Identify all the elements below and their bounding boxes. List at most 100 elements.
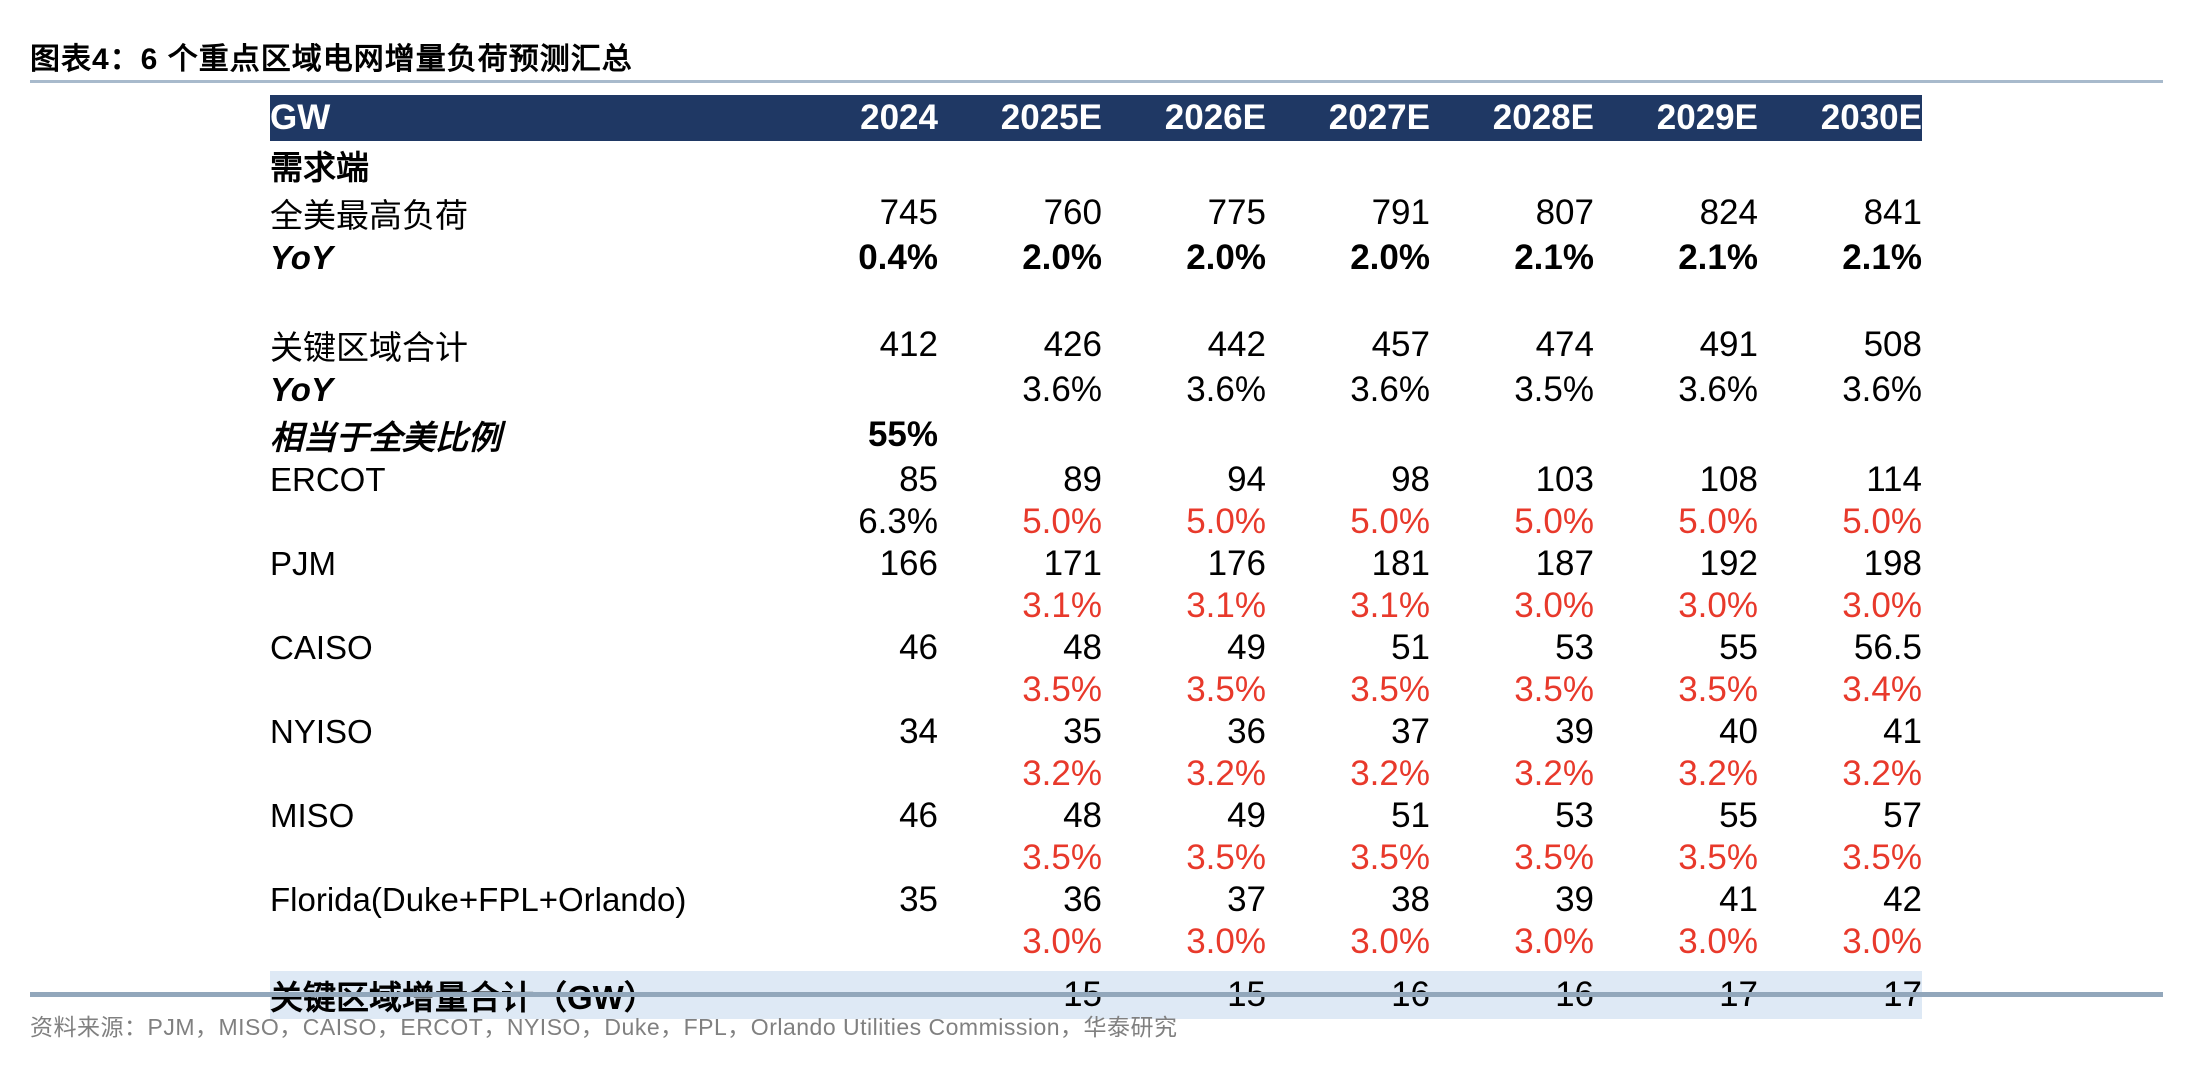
table-row: YoY 3.6% 3.6% 3.6% 3.5% 3.6% 3.6% <box>270 369 1922 411</box>
value-cell: 39 <box>1555 712 1594 751</box>
value-cell: 51 <box>1391 628 1430 667</box>
value-cell: 3.1% <box>1186 586 1266 625</box>
value-cell: 39 <box>1555 880 1594 919</box>
table-row: 3.5% 3.5% 3.5% 3.5% 3.5% 3.5% <box>270 837 1922 879</box>
value-cell <box>774 141 938 189</box>
column-header-2028e: 2028E <box>1430 95 1594 141</box>
value-cell: 35 <box>1063 712 1102 751</box>
value-cell: 474 <box>1535 325 1594 364</box>
value-cell: 2.1% <box>1842 238 1922 277</box>
spacer-row <box>270 279 1922 321</box>
row-label: ERCOT <box>270 461 386 498</box>
value-cell: 48 <box>1063 628 1102 667</box>
row-label <box>270 669 774 711</box>
value-cell: 2.0% <box>1022 238 1102 277</box>
value-cell: 3.2% <box>1514 754 1594 793</box>
row-label <box>270 585 774 627</box>
row-label: PJM <box>270 545 336 582</box>
value-cell: 114 <box>1866 460 1922 499</box>
table-row: 相当于全美比例 55% <box>270 411 1922 459</box>
value-cell: 166 <box>879 544 938 583</box>
empty-cell <box>270 963 1922 971</box>
table-body: 需求端 全美最高负荷 745 760 775 791 807 824 841 YoY 0.4% 2.0… <box>270 141 1922 1019</box>
value-cell: 42 <box>1883 880 1922 919</box>
value-cell <box>1430 411 1594 459</box>
value-cell: 3.2% <box>1842 754 1922 793</box>
value-cell: 35 <box>899 880 938 919</box>
value-cell: 807 <box>1535 193 1594 232</box>
source-note: 资料来源：PJM，MISO，CAISO，ERCOT，NYISO，Duke，FPL… <box>30 1014 1178 1040</box>
value-cell: 108 <box>1699 460 1758 499</box>
value-cell: 412 <box>879 325 938 364</box>
table-row: 3.2% 3.2% 3.2% 3.2% 3.2% 3.2% <box>270 753 1922 795</box>
table-row: 3.1% 3.1% 3.1% 3.0% 3.0% 3.0% <box>270 585 1922 627</box>
row-label <box>270 501 774 543</box>
value-cell <box>1594 141 1758 189</box>
value-cell: 55 <box>1719 796 1758 835</box>
value-cell: 3.6% <box>1842 370 1922 409</box>
value-cell <box>774 921 938 963</box>
row-label <box>270 921 774 963</box>
value-cell: 3.5% <box>1514 670 1594 709</box>
value-cell: 3.5% <box>1022 838 1102 877</box>
table-row: 需求端 <box>270 141 1922 189</box>
table-row: 3.5% 3.5% 3.5% 3.5% 3.5% 3.4% <box>270 669 1922 711</box>
value-cell: 3.6% <box>1350 370 1430 409</box>
value-cell <box>1758 411 1922 459</box>
value-cell: 46 <box>899 628 938 667</box>
value-cell: 3.1% <box>1350 586 1430 625</box>
value-cell: 5.0% <box>1022 502 1102 541</box>
value-cell: 37 <box>1227 880 1266 919</box>
row-label: 需求端 <box>270 149 369 186</box>
value-cell: 181 <box>1371 544 1430 583</box>
value-cell: 34 <box>899 712 938 751</box>
value-cell: 192 <box>1699 544 1758 583</box>
value-cell: 48 <box>1063 796 1102 835</box>
row-label: YoY <box>270 371 333 408</box>
value-cell: 51 <box>1391 796 1430 835</box>
forecast-table: GW 2024 2025E 2026E 2027E 2028E 2029E 20… <box>270 95 1922 1019</box>
value-cell: 3.0% <box>1514 922 1594 961</box>
row-label: Florida(Duke+FPL+Orlando) <box>270 881 687 918</box>
value-cell: 3.6% <box>1678 370 1758 409</box>
row-label <box>270 753 774 795</box>
value-cell: 98 <box>1391 460 1430 499</box>
value-cell: 491 <box>1699 325 1758 364</box>
unit-header: GW <box>270 95 774 141</box>
value-cell <box>1266 141 1430 189</box>
value-cell: 3.1% <box>1022 586 1102 625</box>
value-cell: 3.5% <box>1842 838 1922 877</box>
value-cell: 187 <box>1535 544 1594 583</box>
table-row: 关键区域合计 412 426 442 457 474 491 508 <box>270 321 1922 369</box>
value-cell: 55 <box>1719 628 1758 667</box>
value-cell: 53 <box>1555 796 1594 835</box>
value-cell: 3.5% <box>1678 838 1758 877</box>
bottom-rule-line <box>30 992 2163 997</box>
value-cell: 5.0% <box>1678 502 1758 541</box>
column-header-2024: 2024 <box>774 95 938 141</box>
row-label: NYISO <box>270 713 373 750</box>
column-header-2029e: 2029E <box>1594 95 1758 141</box>
empty-cell <box>270 279 1922 321</box>
value-cell: 841 <box>1863 193 1922 232</box>
value-cell: 49 <box>1227 796 1266 835</box>
value-cell <box>774 837 938 879</box>
value-cell: 3.6% <box>1186 370 1266 409</box>
table-row: CAISO 46 48 49 51 53 55 56.5 <box>270 627 1922 669</box>
value-cell: 36 <box>1227 712 1266 751</box>
value-cell: 57 <box>1883 796 1922 835</box>
value-cell: 791 <box>1371 193 1430 232</box>
header-row: GW 2024 2025E 2026E 2027E 2028E 2029E 20… <box>270 95 1922 141</box>
value-cell: 41 <box>1883 712 1922 751</box>
value-cell: 38 <box>1391 880 1430 919</box>
title-rule-line <box>30 80 2163 83</box>
value-cell: 6.3% <box>858 502 938 541</box>
value-cell: 198 <box>1863 544 1922 583</box>
value-cell: 3.2% <box>1022 754 1102 793</box>
row-label: MISO <box>270 797 355 834</box>
value-cell: 508 <box>1863 325 1922 364</box>
value-cell: 2.0% <box>1350 238 1430 277</box>
column-header-2030e: 2030E <box>1758 95 1922 141</box>
value-cell: 745 <box>879 193 938 232</box>
value-cell: 3.0% <box>1514 586 1594 625</box>
